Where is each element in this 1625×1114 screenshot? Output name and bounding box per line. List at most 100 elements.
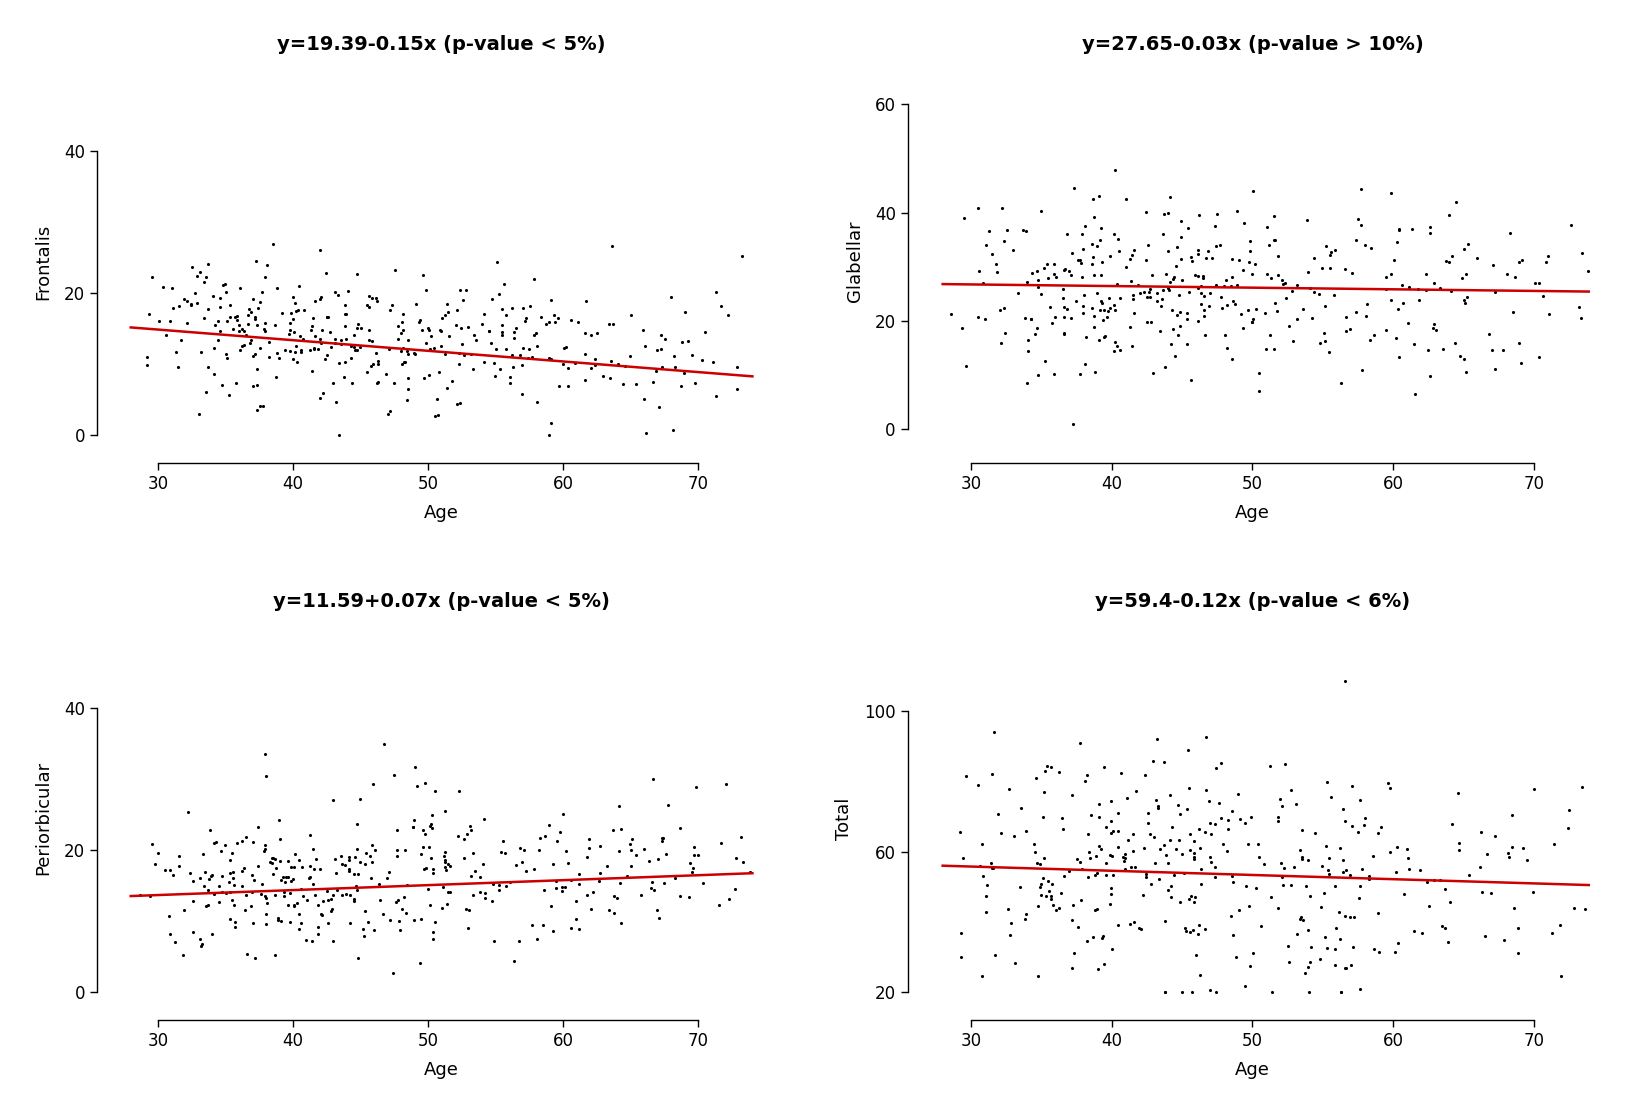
Point — [1258, 888, 1284, 906]
Point — [1094, 854, 1120, 872]
Point — [1069, 240, 1095, 257]
Point — [193, 382, 219, 400]
Point — [512, 862, 538, 880]
Point — [1526, 274, 1552, 292]
Point — [309, 289, 335, 306]
Point — [224, 834, 250, 852]
Point — [327, 354, 353, 372]
Point — [730, 247, 756, 265]
Point — [385, 330, 411, 348]
Point — [1198, 825, 1224, 843]
Point — [252, 314, 278, 332]
Point — [1219, 267, 1245, 285]
Point — [297, 321, 323, 339]
Point — [515, 349, 541, 367]
Point — [174, 292, 200, 310]
Point — [240, 871, 266, 889]
Point — [289, 330, 315, 348]
Point — [1401, 922, 1427, 940]
Point — [390, 321, 416, 339]
Point — [299, 932, 325, 950]
Point — [1287, 841, 1313, 859]
Point — [133, 356, 159, 374]
Point — [1193, 727, 1219, 745]
Point — [312, 264, 338, 282]
Point — [200, 286, 226, 304]
Point — [278, 859, 304, 877]
Point — [180, 872, 206, 890]
Point — [1105, 231, 1131, 248]
Point — [276, 321, 302, 339]
Point — [318, 890, 344, 908]
Point — [231, 336, 257, 354]
Point — [1042, 307, 1068, 325]
Point — [200, 339, 226, 356]
Point — [187, 869, 213, 887]
Point — [1097, 247, 1123, 265]
Point — [954, 358, 980, 375]
Point — [359, 853, 385, 871]
Point — [260, 864, 286, 882]
Point — [1378, 843, 1404, 861]
Point — [1196, 297, 1222, 315]
Point — [566, 876, 592, 893]
Point — [1378, 184, 1404, 202]
Point — [1341, 908, 1367, 926]
Point — [715, 306, 741, 324]
Point — [445, 355, 471, 373]
Point — [1510, 252, 1536, 270]
Point — [1406, 280, 1432, 297]
Point — [1178, 247, 1204, 265]
Point — [426, 321, 452, 339]
Point — [384, 847, 410, 864]
Point — [1178, 841, 1204, 859]
Point — [1318, 243, 1344, 261]
Point — [990, 198, 1016, 216]
Point — [1107, 289, 1133, 306]
Point — [1214, 296, 1240, 314]
Point — [362, 344, 388, 362]
Point — [993, 221, 1019, 238]
Point — [618, 348, 644, 365]
Point — [1240, 183, 1266, 201]
Point — [205, 312, 231, 330]
Point — [323, 864, 349, 882]
Point — [458, 821, 484, 839]
Point — [614, 868, 640, 886]
Point — [1357, 240, 1383, 257]
Point — [1417, 218, 1443, 236]
Point — [1386, 221, 1412, 238]
Point — [280, 311, 306, 329]
Point — [1150, 282, 1176, 300]
Point — [1024, 853, 1050, 871]
Point — [978, 854, 1004, 872]
Point — [1144, 284, 1170, 302]
Point — [436, 303, 461, 321]
Point — [1344, 823, 1370, 841]
Point — [1181, 888, 1207, 906]
Point — [320, 932, 346, 950]
Point — [431, 847, 457, 864]
Point — [247, 340, 273, 358]
Point — [388, 324, 414, 342]
Point — [221, 897, 247, 915]
Point — [177, 863, 203, 881]
Point — [544, 309, 570, 326]
Point — [1298, 309, 1324, 326]
Point — [608, 873, 634, 891]
Point — [1332, 672, 1358, 690]
Point — [1505, 945, 1531, 962]
Point — [1332, 260, 1358, 277]
Point — [1050, 820, 1076, 838]
Point — [265, 811, 291, 829]
Point — [587, 837, 613, 854]
Point — [1082, 319, 1108, 336]
Point — [1214, 842, 1240, 860]
Point — [1280, 332, 1306, 350]
Point — [318, 338, 344, 355]
Point — [434, 295, 460, 313]
Point — [1220, 873, 1246, 891]
Point — [1168, 846, 1194, 863]
Point — [374, 869, 400, 887]
Point — [424, 407, 450, 424]
